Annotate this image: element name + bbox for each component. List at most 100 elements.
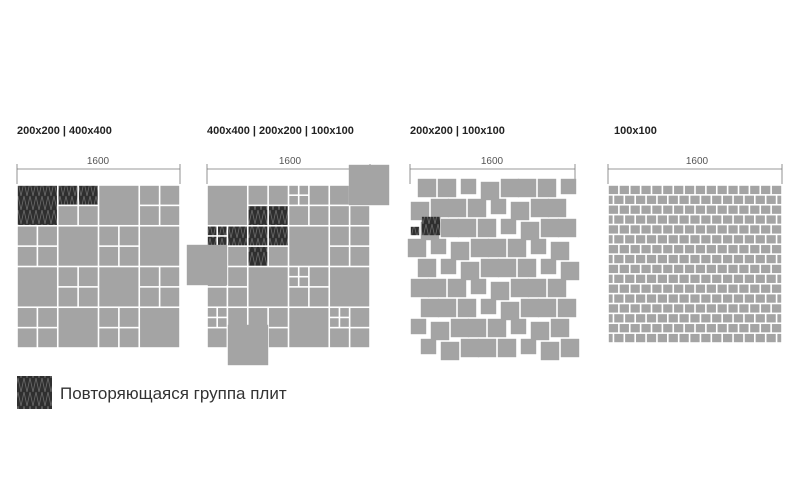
tile xyxy=(646,195,657,204)
tile xyxy=(17,308,37,327)
tile xyxy=(417,258,437,278)
tile xyxy=(460,178,477,195)
tile xyxy=(733,314,744,323)
tile xyxy=(480,258,500,278)
tile xyxy=(750,264,760,274)
tile xyxy=(140,226,180,266)
tile xyxy=(728,225,738,234)
tile xyxy=(739,245,749,254)
legend-swatch xyxy=(17,376,52,409)
tile xyxy=(207,226,217,236)
tile xyxy=(728,284,738,293)
tile xyxy=(695,264,706,274)
tile xyxy=(268,308,288,327)
tile xyxy=(217,226,227,236)
tile xyxy=(728,205,738,214)
tile xyxy=(430,198,450,218)
tile xyxy=(608,284,619,293)
tile xyxy=(652,324,662,333)
tile xyxy=(641,245,651,254)
tile xyxy=(207,287,227,307)
tile xyxy=(289,277,298,287)
tile xyxy=(608,304,619,313)
tile xyxy=(663,264,673,274)
tile xyxy=(663,324,673,333)
tile xyxy=(467,318,487,338)
tile xyxy=(695,185,706,195)
tile xyxy=(635,195,646,204)
tile xyxy=(487,238,507,258)
tile xyxy=(728,245,738,254)
tile xyxy=(299,267,309,276)
tile xyxy=(350,328,370,348)
tile xyxy=(289,267,298,276)
tile xyxy=(679,254,689,264)
tile xyxy=(630,205,640,214)
tile xyxy=(160,287,180,307)
tile xyxy=(99,185,139,225)
tile xyxy=(674,205,684,214)
tile xyxy=(614,235,624,244)
tile xyxy=(510,318,527,335)
tile xyxy=(755,254,765,264)
tile xyxy=(635,333,646,343)
tile xyxy=(679,294,689,303)
tile xyxy=(739,185,749,195)
tile xyxy=(289,185,298,195)
tile xyxy=(614,254,624,264)
tile xyxy=(733,195,744,204)
tile xyxy=(722,314,733,323)
tile xyxy=(771,304,782,313)
tile xyxy=(630,225,640,234)
tile xyxy=(440,341,460,361)
tile xyxy=(420,338,437,355)
tile xyxy=(480,298,497,315)
tile xyxy=(440,258,457,275)
tile xyxy=(750,225,760,234)
tile xyxy=(684,264,695,274)
tile xyxy=(679,314,689,323)
tile xyxy=(58,226,98,266)
tile xyxy=(410,278,430,298)
tile xyxy=(330,206,349,225)
tile xyxy=(777,215,782,224)
tile xyxy=(744,195,755,204)
tile xyxy=(619,304,629,313)
tile xyxy=(674,225,684,234)
tile xyxy=(706,205,716,214)
tile xyxy=(635,215,646,224)
tile xyxy=(309,267,329,287)
tile xyxy=(530,198,550,218)
tile xyxy=(160,206,180,225)
tile xyxy=(706,264,716,274)
tile xyxy=(17,328,37,348)
tile xyxy=(701,254,711,264)
tile xyxy=(510,278,530,298)
tile xyxy=(668,254,678,264)
tile xyxy=(228,267,247,287)
tile xyxy=(619,225,629,234)
tile xyxy=(679,274,689,283)
tile xyxy=(38,308,57,327)
tile xyxy=(430,321,450,341)
tile xyxy=(744,254,755,264)
tile xyxy=(684,284,695,293)
tile xyxy=(625,294,635,303)
tile xyxy=(537,298,557,318)
tile xyxy=(614,215,624,224)
tile xyxy=(289,287,309,307)
tile xyxy=(78,287,98,307)
tile xyxy=(668,235,678,244)
tile xyxy=(722,333,733,343)
tile xyxy=(684,324,695,333)
tile xyxy=(674,324,684,333)
tile xyxy=(722,215,733,224)
tile xyxy=(695,304,706,313)
tile xyxy=(460,261,480,281)
tile xyxy=(421,216,441,236)
tile xyxy=(625,254,635,264)
tile xyxy=(706,324,716,333)
tile xyxy=(440,218,460,238)
tile xyxy=(690,254,700,264)
tile xyxy=(58,308,98,348)
